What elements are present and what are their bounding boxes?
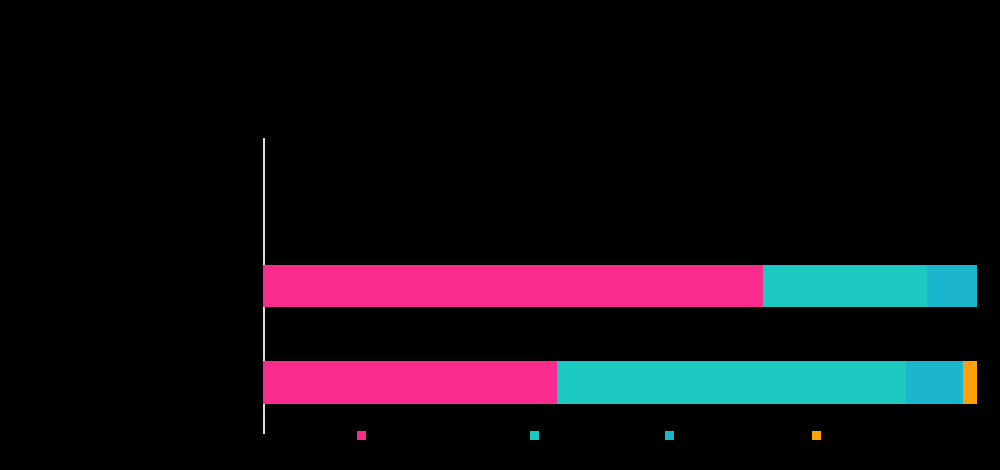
- bar-segment[interactable]: [762, 265, 928, 307]
- legend-swatch-series-2: [530, 430, 539, 440]
- bar-row[interactable]: [263, 265, 977, 307]
- legend-swatch-series-1: [357, 430, 366, 440]
- bar-segment[interactable]: [927, 265, 977, 307]
- bar-segment[interactable]: [263, 361, 558, 404]
- legend-item[interactable]: [530, 425, 545, 445]
- legend-item[interactable]: [357, 425, 372, 445]
- y-tick-1: [0, 374, 252, 390]
- y-tick-0: [0, 278, 252, 294]
- legend-item[interactable]: [665, 425, 680, 445]
- bar-row[interactable]: [263, 361, 977, 404]
- bar-segment[interactable]: [963, 361, 977, 404]
- bar-segment[interactable]: [906, 361, 964, 404]
- bar-segment[interactable]: [557, 361, 907, 404]
- chart-legend: [0, 420, 1000, 446]
- legend-swatch-series-4: [812, 430, 821, 440]
- legend-item[interactable]: [812, 425, 827, 445]
- bar-segment[interactable]: [263, 265, 763, 307]
- legend-swatch-series-3: [665, 430, 674, 440]
